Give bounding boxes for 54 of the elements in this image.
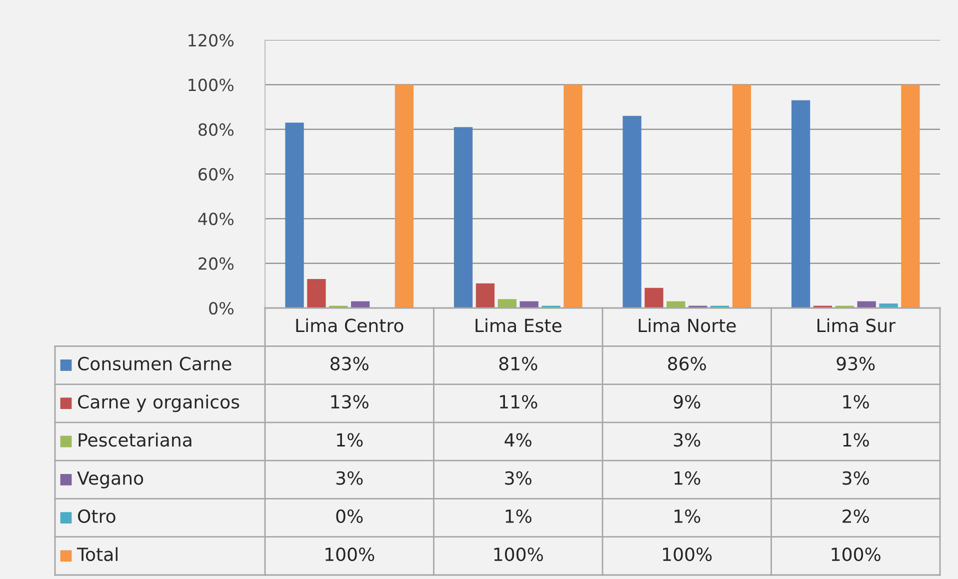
data-label: 1% xyxy=(506,509,532,524)
data-label: 1% xyxy=(843,394,869,409)
data-label: 83% xyxy=(330,356,368,370)
data-label: 3% xyxy=(336,471,363,485)
bar xyxy=(285,122,304,308)
bar xyxy=(791,100,810,308)
legend-label: Carne y organicos xyxy=(78,394,240,412)
legend-label: Otro xyxy=(78,509,116,524)
x-tick-label: Lima Este xyxy=(476,318,562,332)
data-label: 4% xyxy=(504,433,532,447)
data-label: 3% xyxy=(842,471,869,485)
data-label: 1% xyxy=(674,471,700,485)
data-label: 2% xyxy=(842,509,869,524)
legend-label: Vegano xyxy=(77,471,144,488)
data-label: 3% xyxy=(674,433,700,447)
y-tick-label: 120% xyxy=(188,34,234,47)
y-tick-label: 80% xyxy=(198,123,234,136)
bar xyxy=(564,84,582,308)
data-label: 1% xyxy=(674,509,700,524)
data-label: 100% xyxy=(663,548,712,562)
data-label: 13% xyxy=(331,394,368,409)
bar xyxy=(732,84,752,308)
data-label: 9% xyxy=(674,394,700,409)
data-label: 0% xyxy=(336,509,363,524)
bar xyxy=(454,127,473,308)
data-label: 81% xyxy=(499,356,538,370)
bar xyxy=(476,283,495,308)
y-tick-label: 60% xyxy=(198,168,234,181)
legend-label: Consumen Carne xyxy=(78,356,232,370)
data-label: 93% xyxy=(836,356,875,370)
y-tick-label: 0% xyxy=(209,302,234,315)
x-tick-label: Lima Centro xyxy=(296,318,404,332)
y-tick-label: 100% xyxy=(188,78,234,92)
x-tick-label: Lima Norte xyxy=(638,318,736,332)
y-tick-label: 20% xyxy=(198,257,234,270)
data-label: 11% xyxy=(500,394,538,409)
bar xyxy=(394,84,414,308)
data-label: 1% xyxy=(337,433,363,447)
data-label: 3% xyxy=(505,471,532,485)
data-label: 100% xyxy=(326,548,374,562)
data-label: 1% xyxy=(843,433,869,447)
bar xyxy=(498,299,516,308)
bar xyxy=(307,278,326,308)
data-label: 100% xyxy=(494,548,543,562)
y-tick-label: 40% xyxy=(198,212,234,226)
legend-label: Total xyxy=(76,547,118,562)
data-label: 100% xyxy=(832,548,880,562)
bar xyxy=(622,116,642,308)
legend-label: Pescetariana xyxy=(78,432,192,447)
bar xyxy=(901,84,920,308)
x-tick-label: Lima Sur xyxy=(818,318,896,332)
bar xyxy=(644,288,664,308)
bar xyxy=(879,304,898,308)
data-label: 86% xyxy=(668,356,706,370)
